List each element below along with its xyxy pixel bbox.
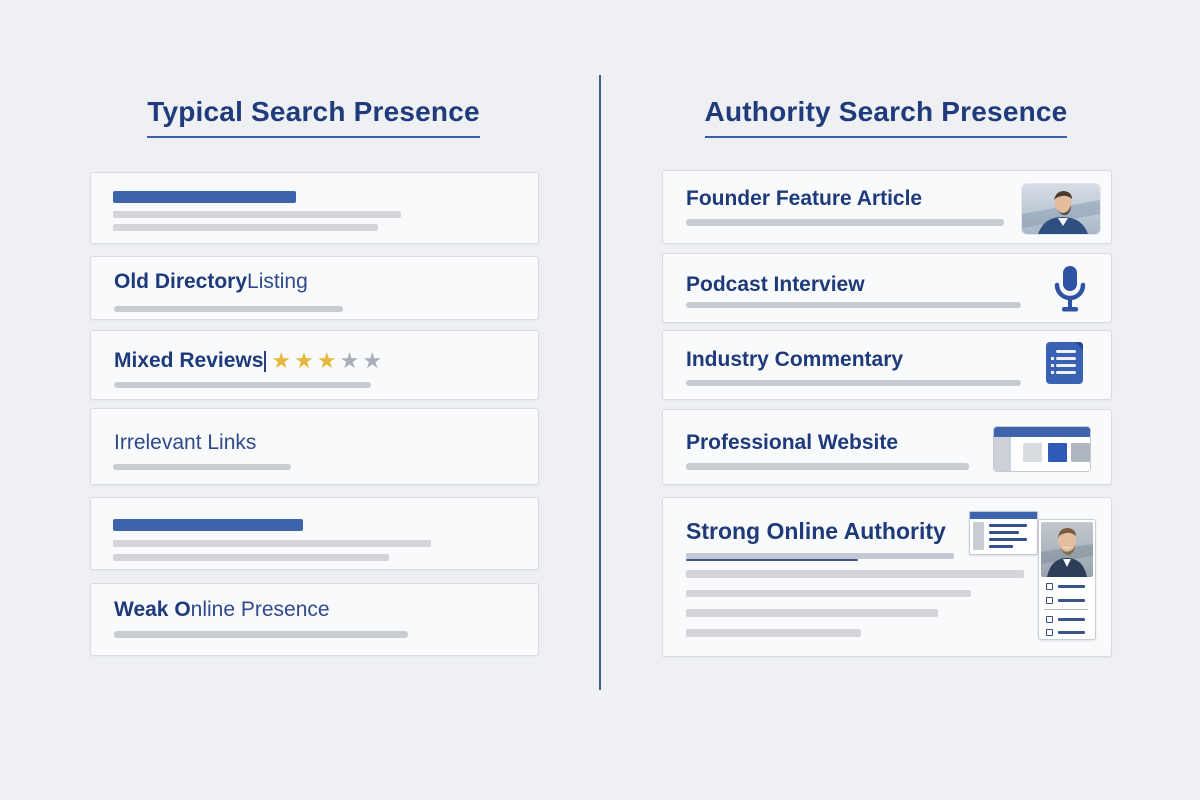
skeleton-text-line xyxy=(686,463,969,470)
irrelevant-links-card: Irrelevant Links xyxy=(90,408,539,485)
result-title-bold: Strong Online Authority xyxy=(686,518,946,544)
result-title-bold: Old Directory xyxy=(114,270,248,293)
text-cursor-artifact xyxy=(264,350,267,372)
article-preview-topbar xyxy=(970,512,1037,519)
result-title-bold: Weak O xyxy=(114,598,191,621)
skeleton-result-card xyxy=(90,172,539,244)
article-preview-line xyxy=(989,524,1027,527)
browser-tile xyxy=(1071,443,1090,462)
result-title-bold: Professional Website xyxy=(686,431,899,454)
result-title-regular: Irrelevant Links xyxy=(114,431,257,454)
skeleton-text-line xyxy=(114,306,343,312)
checkbox-icon xyxy=(1046,597,1053,604)
result-title-bold: Mixed Reviews xyxy=(114,349,264,372)
skeleton-title-bar xyxy=(113,519,303,531)
result-title-bold: Founder Feature Article xyxy=(686,187,923,210)
founder-feature-article-card: Founder Feature Article xyxy=(662,170,1112,244)
professional-website-card: Professional Website xyxy=(662,409,1112,485)
browser-tile xyxy=(1023,443,1042,462)
result-title: Irrelevant Links xyxy=(114,431,256,455)
left-column-title: Typical Search Presence xyxy=(147,96,480,138)
star-empty-icon: ★ xyxy=(362,348,386,374)
star-filled-icon: ★ xyxy=(316,348,340,374)
skeleton-result-card xyxy=(90,497,539,570)
skeleton-text-line xyxy=(113,554,389,561)
checkbox-icon xyxy=(1046,616,1053,623)
skeleton-text-line xyxy=(686,590,971,597)
skeleton-text-line xyxy=(114,382,371,388)
browser-window-icon xyxy=(993,426,1091,472)
skeleton-text-line xyxy=(686,302,1021,308)
checklist-line xyxy=(1058,631,1085,634)
result-title-regular: Listing xyxy=(247,270,308,293)
skeleton-text-line xyxy=(113,464,291,470)
industry-commentary-card: Industry Commentary xyxy=(662,330,1112,400)
skeleton-text-line xyxy=(686,219,1004,226)
skeleton-text-line xyxy=(114,631,408,638)
star-filled-icon: ★ xyxy=(294,348,317,374)
title-underline xyxy=(686,559,858,561)
checklist-line xyxy=(1058,585,1085,588)
document-icon xyxy=(1045,341,1084,385)
result-title: Strong Online Authority xyxy=(686,518,946,544)
result-title: Mixed Reviews ★ ★ ★ ★ ★ xyxy=(114,349,385,373)
column-divider xyxy=(599,75,601,690)
star-empty-icon: ★ xyxy=(339,348,363,374)
checkbox-icon xyxy=(1046,583,1053,590)
result-title: Industry Commentary xyxy=(686,348,903,372)
article-preview-sidebar xyxy=(973,522,984,550)
article-preview-line xyxy=(989,545,1013,548)
result-title: Old Directory Listing xyxy=(114,270,308,294)
founder-photo xyxy=(1021,183,1101,235)
right-column-title: Authority Search Presence xyxy=(704,96,1068,138)
skeleton-text-line xyxy=(113,540,431,547)
podcast-interview-card: Podcast Interview xyxy=(662,253,1112,323)
article-preview-line xyxy=(989,538,1027,541)
article-preview-icon xyxy=(969,511,1038,555)
checklist-line xyxy=(1058,618,1085,621)
result-title-bold: Industry Commentary xyxy=(686,348,904,371)
skeleton-text-line xyxy=(686,570,1024,578)
profile-photo xyxy=(1041,522,1093,577)
profile-panel xyxy=(1038,519,1096,640)
skeleton-text-line xyxy=(686,380,1021,386)
browser-tile xyxy=(1048,443,1067,462)
checklist-divider xyxy=(1044,609,1088,610)
right-column-header: Authority Search Presence xyxy=(662,96,1110,138)
result-title: Founder Feature Article xyxy=(686,187,922,211)
result-title: Podcast Interview xyxy=(686,273,865,297)
checkbox-icon xyxy=(1046,629,1053,636)
result-title-regular: nline Presence xyxy=(190,598,330,621)
browser-sidebar xyxy=(994,437,1011,471)
mixed-reviews-card: Mixed Reviews ★ ★ ★ ★ ★ xyxy=(90,330,539,400)
star-filled-icon: ★ xyxy=(271,348,295,374)
left-column-header: Typical Search Presence xyxy=(90,96,537,138)
microphone-icon xyxy=(1051,265,1089,312)
skeleton-text-line xyxy=(113,211,401,218)
skeleton-title-bar xyxy=(113,191,296,203)
result-title: Professional Website xyxy=(686,431,898,455)
skeleton-text-line xyxy=(113,224,378,231)
star-rating: ★ ★ ★ ★ ★ xyxy=(271,350,385,372)
result-title-bold: Podcast Interview xyxy=(686,273,865,296)
skeleton-text-line xyxy=(686,553,954,559)
browser-topbar xyxy=(994,427,1090,437)
old-directory-listing-card: Old Directory Listing xyxy=(90,256,539,320)
skeleton-text-line xyxy=(686,609,938,617)
article-preview-line xyxy=(989,531,1019,534)
skeleton-text-line xyxy=(686,629,861,637)
strong-online-authority-card: Strong Online Authority xyxy=(662,497,1112,657)
checklist-line xyxy=(1058,599,1085,602)
